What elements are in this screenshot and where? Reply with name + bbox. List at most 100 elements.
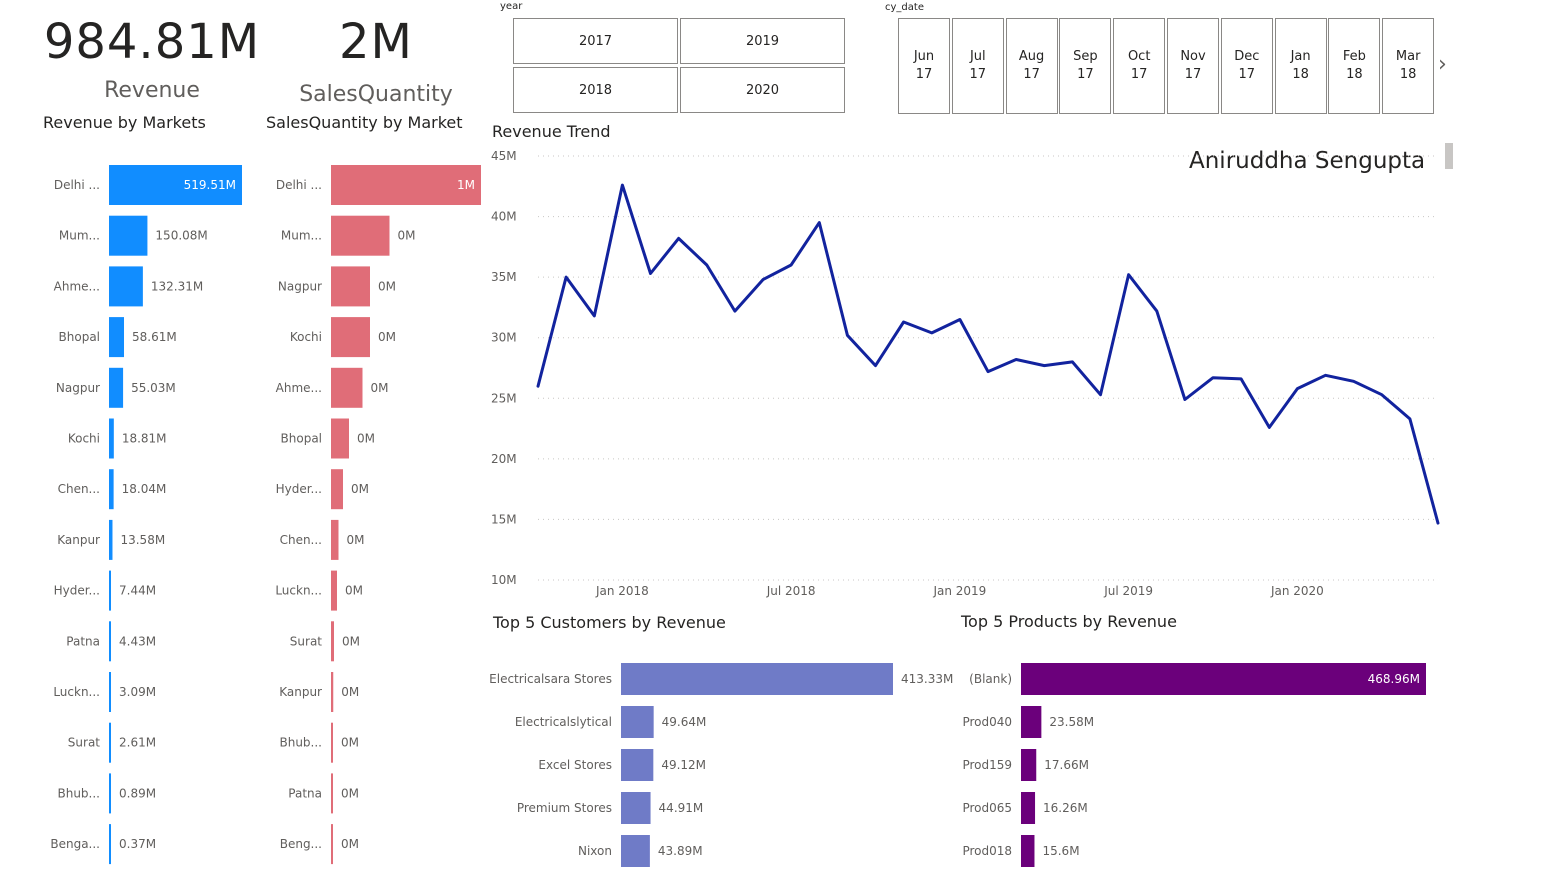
category-label: Chen... — [58, 482, 100, 496]
bar[interactable] — [331, 165, 481, 205]
bar[interactable] — [331, 722, 333, 763]
revenue-trend-line[interactable] — [536, 183, 1440, 525]
category-label: Surat — [290, 634, 323, 648]
category-label: Ahme... — [54, 279, 100, 293]
month-option-jun-17[interactable]: Jun 17 — [898, 18, 950, 114]
data-label: 0M — [347, 533, 365, 547]
bar[interactable] — [621, 749, 654, 781]
data-label: 18.04M — [122, 482, 167, 496]
data-label: 150.08M — [155, 229, 207, 243]
data-label: 55.03M — [131, 381, 176, 395]
month-label: Sep — [1073, 49, 1098, 64]
month-label: Nov — [1180, 49, 1206, 64]
bar[interactable] — [621, 663, 893, 695]
data-label: 44.91M — [659, 801, 704, 815]
bar[interactable] — [331, 367, 363, 408]
category-label: Mum... — [59, 229, 100, 243]
data-label: 16.26M — [1043, 801, 1088, 815]
bar[interactable] — [331, 418, 349, 459]
bar[interactable] — [331, 773, 333, 814]
bar[interactable] — [331, 469, 343, 510]
bar[interactable] — [109, 367, 124, 408]
month-option-aug-17[interactable]: Aug 17 — [1005, 18, 1058, 114]
y-tick-label: 10M — [491, 573, 517, 587]
month-option-jul-17[interactable]: Jul 17 — [951, 18, 1004, 114]
bar[interactable] — [621, 835, 650, 867]
bar[interactable] — [109, 672, 111, 712]
bar[interactable] — [109, 418, 114, 459]
month-year-label: 18 — [1399, 67, 1417, 82]
category-label: (Blank) — [969, 672, 1012, 686]
month-option-dec-17[interactable]: Dec 17 — [1220, 18, 1273, 114]
data-label: 17.66M — [1044, 758, 1089, 772]
category-label: Bhub... — [279, 736, 322, 750]
category-label: Nagpur — [56, 381, 100, 395]
bar[interactable] — [109, 519, 113, 560]
year-option-2018[interactable]: 2018 — [513, 67, 678, 113]
category-label: Patna — [66, 634, 100, 648]
bar[interactable] — [331, 519, 339, 560]
bar[interactable] — [109, 773, 111, 814]
bar[interactable] — [109, 266, 143, 307]
month-option-sep-17[interactable]: Sep 17 — [1059, 18, 1112, 114]
data-label: 2.61M — [119, 736, 156, 750]
bar[interactable] — [331, 215, 390, 256]
data-label: 413.33M — [901, 672, 953, 686]
category-label: Electricalslytical — [515, 715, 612, 729]
revenue-kpi-label: Revenue — [104, 78, 200, 103]
year-option-2019[interactable]: 2019 — [680, 18, 845, 64]
category-label: Prod018 — [962, 844, 1012, 858]
data-label: 0M — [351, 482, 369, 496]
bar[interactable] — [109, 165, 242, 205]
bar[interactable] — [109, 317, 125, 358]
bar[interactable] — [109, 824, 111, 865]
month-option-oct-17[interactable]: Oct 17 — [1113, 18, 1166, 114]
bar[interactable] — [621, 792, 651, 824]
category-label: Chen... — [280, 533, 322, 547]
month-year-label: 18 — [1292, 67, 1309, 82]
year-option-2020[interactable]: 2020 — [680, 67, 845, 113]
data-label: 0.89M — [119, 786, 156, 800]
bar[interactable] — [1021, 706, 1042, 738]
bar[interactable] — [109, 570, 111, 611]
date-slicer-caption: cy_date — [885, 2, 924, 13]
chevron-right-icon[interactable]: › — [1438, 52, 1447, 77]
month-option-feb-18[interactable]: Feb 18 — [1328, 18, 1381, 114]
bar[interactable] — [1021, 663, 1426, 695]
month-year-label: 17 — [1238, 67, 1256, 82]
category-label: Luckn... — [53, 685, 100, 699]
bar[interactable] — [621, 706, 654, 738]
bar[interactable] — [331, 672, 334, 712]
month-label: Aug — [1018, 49, 1045, 64]
data-label: 3.09M — [119, 685, 156, 699]
bar[interactable] — [109, 621, 111, 662]
month-option-jan-18[interactable]: Jan 18 — [1274, 18, 1327, 114]
bar[interactable] — [109, 469, 114, 510]
data-label: 0M — [378, 330, 396, 344]
bar[interactable] — [109, 215, 148, 256]
category-label: Surat — [68, 736, 101, 750]
revenue-trend-chart: 10M 15M 20M 25M 30M 35M 40M 45M Jan 2018 Jul 2018… — [491, 149, 1440, 598]
bar[interactable] — [331, 266, 370, 307]
category-label: Nagpur — [278, 279, 322, 293]
month-option-mar-18[interactable]: Mar 18 — [1382, 18, 1435, 114]
data-label: 0M — [398, 229, 416, 243]
data-label: 43.89M — [658, 844, 703, 858]
bar[interactable] — [109, 722, 111, 763]
year-option-2017[interactable]: 2017 — [513, 18, 678, 64]
category-label: Hyder... — [54, 584, 100, 598]
bar[interactable] — [1021, 749, 1037, 781]
data-label: 468.96M — [1368, 672, 1420, 686]
bar[interactable] — [1021, 792, 1036, 824]
data-label: 23.58M — [1049, 715, 1094, 729]
scroll-handle[interactable] — [1445, 143, 1453, 169]
bar[interactable] — [331, 317, 370, 358]
bar[interactable] — [331, 621, 334, 662]
category-label: Patna — [288, 786, 322, 800]
sales-quantity-by-market-title: SalesQuantity by Market — [266, 113, 463, 132]
bar[interactable] — [1021, 835, 1035, 867]
bar[interactable] — [331, 570, 337, 611]
bar[interactable] — [331, 824, 333, 865]
month-option-nov-17[interactable]: Nov 17 — [1167, 18, 1219, 114]
y-tick-label: 30M — [491, 331, 517, 345]
